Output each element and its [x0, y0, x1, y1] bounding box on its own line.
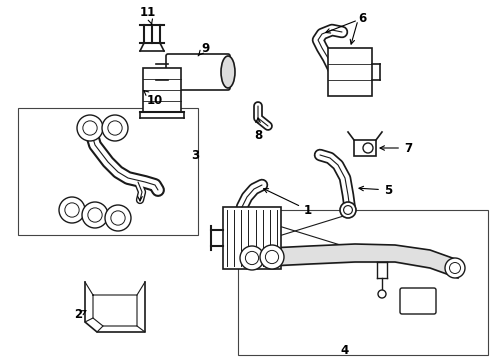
FancyBboxPatch shape — [166, 54, 230, 90]
Circle shape — [449, 262, 461, 274]
Circle shape — [108, 121, 122, 135]
Text: 1: 1 — [264, 189, 312, 216]
Text: 6: 6 — [358, 12, 366, 24]
Bar — [354, 140, 376, 156]
Bar — [328, 48, 372, 96]
Circle shape — [363, 143, 373, 153]
Text: 2: 2 — [74, 309, 86, 321]
Circle shape — [65, 203, 79, 217]
Circle shape — [240, 246, 264, 270]
Text: 4: 4 — [341, 343, 349, 356]
Circle shape — [343, 206, 352, 215]
Bar — [18, 108, 198, 235]
Text: 10: 10 — [144, 91, 163, 107]
Text: 11: 11 — [140, 5, 156, 24]
FancyBboxPatch shape — [400, 288, 436, 314]
Text: 7: 7 — [380, 141, 412, 154]
Text: 5: 5 — [359, 184, 392, 197]
Circle shape — [266, 251, 279, 264]
Circle shape — [340, 202, 356, 218]
Ellipse shape — [221, 56, 235, 88]
Bar — [238, 210, 488, 355]
Bar — [143, 68, 181, 112]
Circle shape — [83, 121, 97, 135]
Circle shape — [59, 197, 85, 223]
Circle shape — [105, 205, 131, 231]
Circle shape — [378, 290, 386, 298]
Circle shape — [102, 115, 128, 141]
Circle shape — [77, 115, 103, 141]
Circle shape — [111, 211, 125, 225]
Circle shape — [445, 258, 465, 278]
Circle shape — [88, 208, 102, 222]
Circle shape — [260, 245, 284, 269]
Circle shape — [82, 202, 108, 228]
Text: 8: 8 — [254, 118, 262, 141]
Text: 9: 9 — [198, 41, 209, 56]
Bar — [223, 207, 281, 269]
Circle shape — [245, 251, 259, 265]
Text: 3: 3 — [191, 149, 199, 162]
